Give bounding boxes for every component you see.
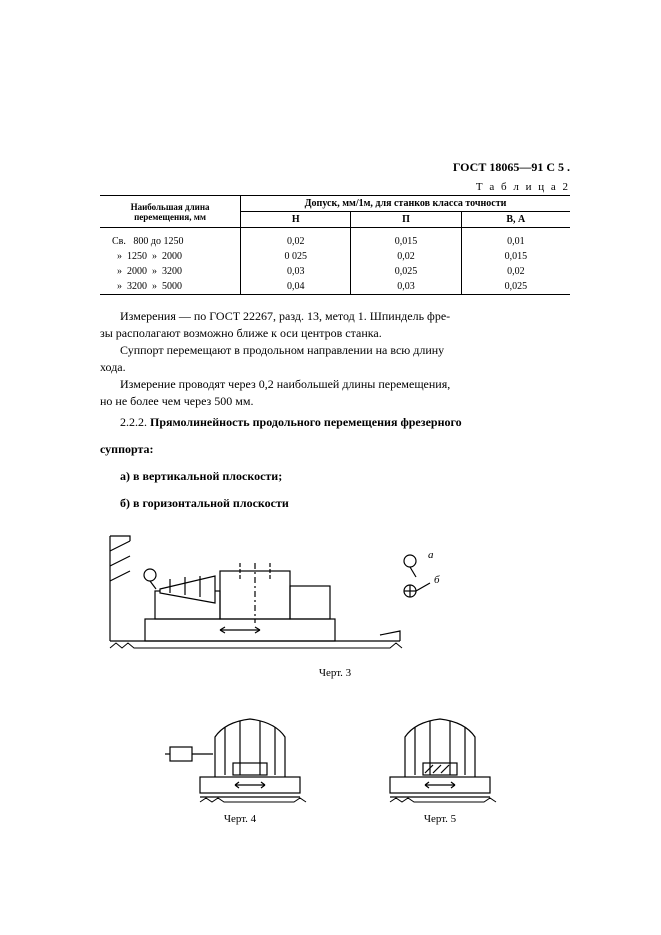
table-row: Св. 800 до 1250 0,02 0,015 0,01 — [100, 228, 570, 250]
table-row: » 3200 » 5000 0,04 0,03 0,025 — [100, 279, 570, 295]
tolerance-table: Наибольшая длина перемещения, мм Допуск,… — [100, 195, 570, 295]
item-b: б) в горизонтальной плоскости — [100, 496, 570, 511]
paragraph: хода. — [100, 360, 570, 375]
page-content: ГОСТ 18065—91 С 5 . Т а б л и ц а 2 Наиб… — [100, 160, 570, 825]
figure-4: Черт. 4 — [165, 707, 315, 825]
paragraph: Суппорт перемещают в продольном направле… — [100, 343, 570, 358]
page-header: ГОСТ 18065—91 С 5 . — [100, 160, 570, 175]
paragraph: Измерение проводят через 0,2 наибольшей … — [100, 377, 570, 392]
item-a: а) в вертикальной плоскости; — [100, 469, 570, 484]
figure-5: Черт. 5 — [375, 707, 505, 825]
figure-3-svg: а б — [100, 531, 460, 661]
col-va: В, А — [461, 212, 570, 228]
figure-3-caption: Черт. 3 — [100, 667, 570, 679]
col-header-group: Допуск, мм/1м, для станков класса точнос… — [241, 196, 570, 212]
col-header-left: Наибольшая длина перемещения, мм — [100, 196, 241, 228]
table-label: Т а б л и ц а 2 — [100, 181, 570, 193]
paragraph: зы располагают возможно ближе к оси цент… — [100, 326, 570, 341]
figure-4-caption: Черт. 4 — [224, 813, 256, 825]
section-heading-cont: суппорта: — [100, 442, 570, 457]
table-row: » 2000 » 3200 0,03 0,025 0,02 — [100, 264, 570, 279]
col-p: П — [351, 212, 461, 228]
table-row: » 1250 » 2000 0 025 0,02 0,015 — [100, 249, 570, 264]
paragraph: но не более чем через 500 мм. — [100, 394, 570, 409]
svg-text:а: а — [428, 549, 434, 561]
figure-3: а б Черт. 3 — [100, 531, 570, 679]
section-heading: 2.2.2. Прямолинейность продольного перем… — [100, 415, 570, 430]
svg-text:б: б — [434, 574, 440, 586]
figure-4-svg — [165, 707, 315, 807]
paragraph: Измерения — по ГОСТ 22267, разд. 13, мет… — [100, 309, 570, 324]
figure-row-45: Черт. 4 — [100, 707, 570, 825]
col-h: Н — [241, 212, 351, 228]
figure-5-caption: Черт. 5 — [424, 813, 456, 825]
figure-5-svg — [375, 707, 505, 807]
